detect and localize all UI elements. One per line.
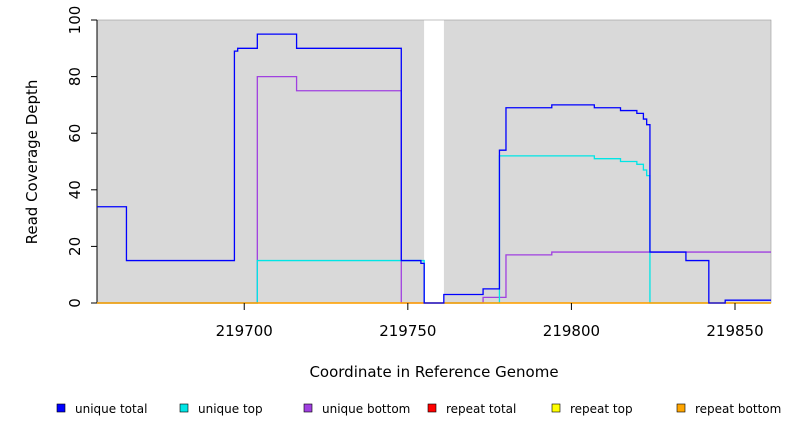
y-tick-label: 40 <box>66 180 84 199</box>
legend-label: unique top <box>198 402 263 416</box>
y-tick-label: 60 <box>66 124 84 143</box>
plot-background-left <box>97 20 425 303</box>
gap-region <box>424 20 444 303</box>
legend-swatch <box>551 403 561 413</box>
legend-swatch <box>56 403 66 413</box>
plot-background-right <box>443 20 771 303</box>
legend: unique total unique top unique bottom repea… <box>56 402 781 416</box>
legend-label: repeat total <box>446 402 516 416</box>
y-axis-title: Read Coverage Depth <box>23 80 41 245</box>
series-layer <box>97 33 771 304</box>
legend-swatch <box>179 403 189 413</box>
legend-swatch <box>303 403 313 413</box>
series-line-unique-total <box>97 33 771 304</box>
x-tick-label: 219850 <box>706 322 763 340</box>
y-tick-label: 20 <box>66 237 84 256</box>
y-tick-label: 0 <box>66 298 84 308</box>
plot-background-layer <box>97 20 771 303</box>
x-tick-label: 219800 <box>543 322 600 340</box>
y-tick-label: 80 <box>66 67 84 86</box>
x-tick-label: 219700 <box>216 322 273 340</box>
tick-label-layer: 0 20 40 60 80 100 219700 219750 219800 219850 <box>66 6 764 340</box>
x-axis-title: Coordinate in Reference Genome <box>309 363 558 381</box>
legend-swatch <box>676 403 686 413</box>
legend-label: repeat bottom <box>695 402 781 416</box>
y-tick-label: 100 <box>66 6 84 35</box>
x-tick-label: 219750 <box>379 322 436 340</box>
legend-label: repeat top <box>570 402 633 416</box>
legend-label: unique total <box>75 402 147 416</box>
legend-label: unique bottom <box>322 402 410 416</box>
legend-swatch <box>427 403 437 413</box>
